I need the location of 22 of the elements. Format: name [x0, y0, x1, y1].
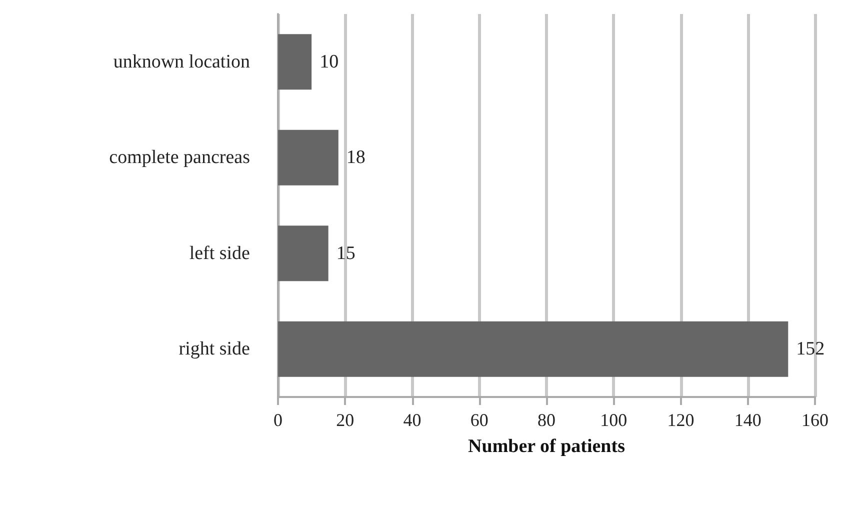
x-tick-label: 0	[274, 410, 282, 430]
y-tick-label: unknown location	[113, 51, 250, 72]
x-tick-label: 160	[802, 410, 828, 430]
x-tick-label: 100	[600, 410, 628, 430]
x-tick-label: 40	[403, 410, 422, 430]
bar	[278, 321, 788, 377]
bar	[278, 34, 312, 90]
y-tick-label: right side	[178, 338, 250, 360]
x-tick-label: 60	[470, 410, 488, 430]
x-tick-label: 140	[734, 410, 762, 430]
data-label: 18	[346, 147, 366, 168]
x-tick-label: 20	[336, 410, 354, 430]
data-label: 10	[320, 51, 339, 72]
bar	[278, 130, 338, 186]
y-tick-label: left side	[189, 242, 250, 264]
x-tick-label: 80	[538, 410, 556, 430]
x-axis-title: Number of patients	[468, 436, 625, 457]
bar	[278, 226, 328, 282]
data-label: 152	[796, 338, 825, 360]
y-tick-label: complete pancreas	[109, 147, 250, 168]
data-label: 15	[336, 242, 356, 264]
x-tick-label: 120	[667, 410, 694, 430]
